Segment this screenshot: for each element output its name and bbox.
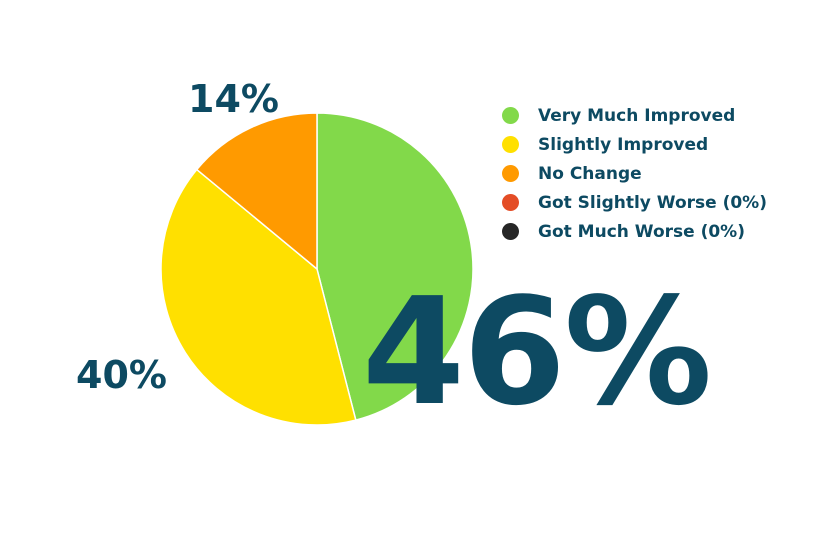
slice-label-slightly-improved: 40% (76, 353, 167, 397)
legend: Very Much Improved Slightly Improved No … (502, 101, 767, 246)
legend-item-very-much-improved: Very Much Improved (502, 101, 767, 130)
legend-label: Very Much Improved (538, 105, 736, 126)
highlight-percentage: 46% (362, 266, 712, 438)
legend-swatch-circle-icon (502, 223, 519, 240)
legend-label: Slightly Improved (538, 134, 709, 155)
slice-label-no-change: 14% (188, 77, 279, 121)
legend-label: Got Slightly Worse (0%) (538, 192, 767, 213)
legend-item-slightly-improved: Slightly Improved (502, 130, 767, 159)
legend-item-got-slightly-worse: Got Slightly Worse (0%) (502, 188, 767, 217)
legend-swatch-circle-icon (502, 136, 519, 153)
legend-swatch-circle-icon (502, 107, 519, 124)
legend-item-got-much-worse: Got Much Worse (0%) (502, 217, 767, 246)
legend-swatch-circle-icon (502, 194, 519, 211)
legend-item-no-change: No Change (502, 159, 767, 188)
pie-slice-very-much-improved (316, 112, 474, 421)
legend-label: Got Much Worse (0%) (538, 221, 745, 242)
pie-slice-no-change (196, 112, 318, 270)
legend-label: No Change (538, 163, 642, 184)
legend-swatch-circle-icon (502, 165, 519, 182)
pie-slice-slightly-improved (160, 168, 357, 426)
